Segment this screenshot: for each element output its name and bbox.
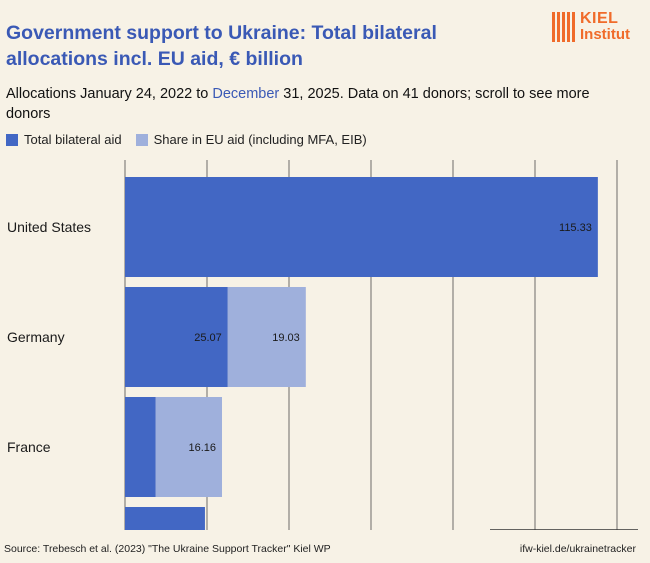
bar-label-2-series-1: 16.16 — [188, 442, 216, 454]
bar-2-series-0 — [125, 397, 156, 497]
source-url[interactable]: ifw-kiel.de/ukrainetracker — [519, 543, 636, 555]
category-label-2: France — [7, 439, 51, 455]
legend-item-eu-share[interactable]: Share in EU aid (including MFA, EIB) — [135, 132, 367, 147]
bar-label-0-series-0: 115.33 — [559, 222, 592, 234]
bar-2-series-1 — [155, 397, 223, 497]
category-label-1: Germany — [7, 329, 65, 345]
category-label-0: United States — [7, 219, 91, 235]
bar-chart: 115.33 United States 25.07 19.03 Germany 16.1… — [7, 160, 638, 530]
bar-label-1-series-0: 25.07 — [194, 332, 222, 344]
legend-swatch-eu-share — [135, 133, 148, 146]
legend-label-eu-share: Share in EU aid (including MFA, EIB) — [153, 132, 367, 147]
legend-item-bilateral[interactable]: Total bilateral aid — [6, 132, 122, 147]
bar-0-series-0 — [125, 177, 598, 277]
bar-1-series-0 — [125, 287, 228, 387]
bar-3-series-0 — [125, 507, 205, 530]
subtitle-part-1: Allocations January 24, 2022 to — [6, 86, 213, 102]
kiel-institut-logo[interactable]: KIEL Institut — [552, 10, 642, 46]
bar-1-series-1 — [227, 287, 306, 387]
chart-legend: Total bilateral aid Share in EU aid (inc… — [6, 132, 381, 147]
kiel-logo-icon — [552, 12, 575, 42]
subtitle-highlight: December — [212, 86, 280, 102]
subtitle-part-2: 31, 2025. Data on 41 donors; scroll to s… — [6, 86, 590, 122]
legend-label-bilateral: Total bilateral aid — [24, 132, 122, 147]
bar-label-1-series-1: 19.03 — [272, 332, 300, 344]
source-note: Source: Trebesch et al. (2023) "The Ukra… — [4, 543, 331, 555]
logo-line-2: Institut — [580, 26, 630, 43]
logo-line-1: KIEL — [580, 10, 619, 27]
chart-title: Government support to Ukraine: Total bil… — [6, 22, 437, 70]
chart-subtitle: Allocations January 24, 2022 to December… — [6, 84, 626, 124]
legend-swatch-bilateral — [6, 133, 18, 146]
